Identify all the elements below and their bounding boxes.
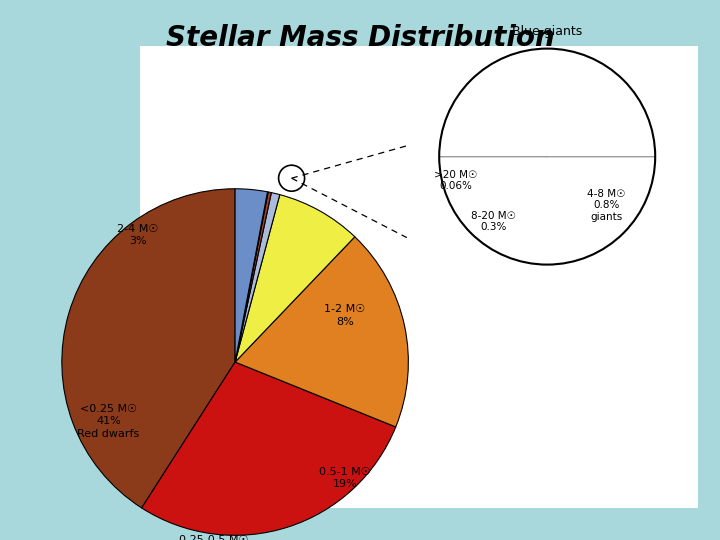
Text: 0.5-1 M☉
19%: 0.5-1 M☉ 19%	[319, 467, 371, 489]
Wedge shape	[439, 139, 547, 157]
Text: Stellar Mass Distribution: Stellar Mass Distribution	[166, 24, 554, 52]
Text: >20 M☉
0.06%: >20 M☉ 0.06%	[433, 170, 477, 191]
Text: 1-2 M☉
8%: 1-2 M☉ 8%	[324, 305, 366, 327]
Wedge shape	[235, 237, 408, 427]
Wedge shape	[62, 189, 235, 508]
Wedge shape	[235, 192, 268, 362]
Wedge shape	[235, 192, 271, 362]
Wedge shape	[487, 49, 655, 157]
Wedge shape	[437, 46, 657, 157]
Wedge shape	[235, 193, 280, 362]
Wedge shape	[441, 67, 547, 157]
Text: 2-4 M☉
3%: 2-4 M☉ 3%	[117, 224, 158, 246]
Text: 8-20 M☉
0.3%: 8-20 M☉ 0.3%	[471, 211, 516, 232]
Wedge shape	[235, 189, 268, 362]
Wedge shape	[142, 362, 396, 535]
Text: 4-8 M☉
0.8%
giants: 4-8 M☉ 0.8% giants	[588, 188, 626, 222]
Text: <0.25 M☉
41%
Red dwarfs: <0.25 M☉ 41% Red dwarfs	[77, 404, 140, 438]
Text: 0.25-0.5 M☉
28%
Dwarfs: 0.25-0.5 M☉ 28% Dwarfs	[179, 535, 248, 540]
Text: Blue giants: Blue giants	[512, 25, 582, 38]
Wedge shape	[235, 194, 355, 362]
